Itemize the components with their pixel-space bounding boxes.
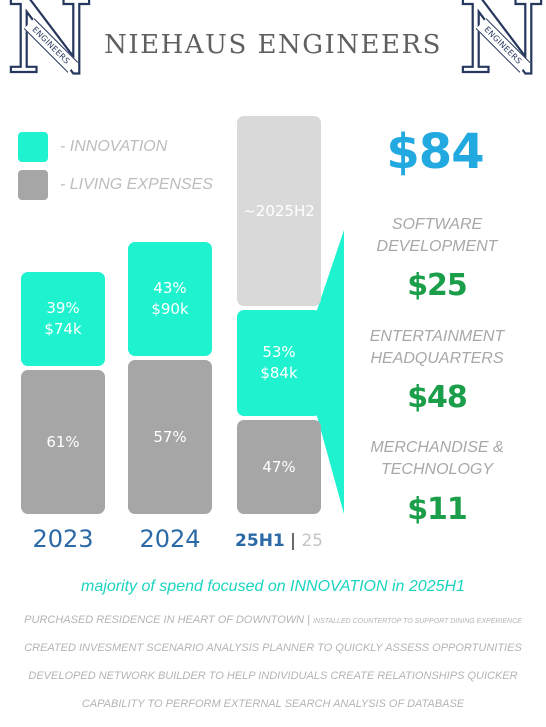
total-amount: $84 — [386, 124, 484, 180]
bar-innovation-label-25H1: 53% $84k — [237, 342, 321, 384]
legend-label: - LIVING EXPENSES — [60, 176, 213, 193]
bar-living-25H1 — [237, 420, 321, 514]
category-amount-software: $25 — [407, 268, 468, 303]
bar-projected-label: ~2025H2 — [237, 201, 321, 222]
bar-living-label-25H1: 47% — [237, 457, 321, 478]
bar-living-label-2024-line: 57% — [153, 427, 187, 446]
bar-innovation-label-2023-line: $74k — [44, 320, 82, 338]
category-label-software: SOFTWARE DEVELOPMENT — [376, 216, 498, 255]
bar-projected-label-line: ~2025H2 — [243, 201, 315, 220]
note-line-3: DEVELOPED NETWORK BUILDER TO HELP INDIVI… — [28, 670, 518, 682]
year-label-separator: | — [284, 531, 302, 551]
note-line-1-main: PURCHASED RESIDENCE IN HEART OF DOWNTOWN… — [24, 614, 314, 626]
year-label-25H1: 25H1 | 25 — [229, 531, 329, 551]
year-label-2024: 2024 — [139, 525, 201, 553]
logo-left: N ENGINEERS — [5, 0, 95, 89]
bar-living-label-2023: 61% — [21, 432, 105, 453]
bar-innovation-label-2024-line: 43% — [153, 279, 187, 297]
callout-wedge-shape — [317, 230, 344, 514]
note-line-1: PURCHASED RESIDENCE IN HEART OF DOWNTOWN… — [0, 614, 546, 626]
category-amount-entertainment: $48 — [407, 380, 468, 415]
bar-innovation-2023 — [21, 272, 105, 366]
summary-text: majority of spend focused on INNOVATION … — [81, 578, 465, 595]
bar-innovation-label-2024-line: $90k — [151, 300, 189, 318]
bar-living-2023 — [21, 370, 105, 514]
year-label-2023: 2023 — [32, 525, 94, 553]
page-title: NIEHAUS ENGINEERS — [104, 30, 442, 60]
year-label-suffix: 25 — [301, 531, 323, 551]
bar-innovation-label-25H1-line: $84k — [260, 364, 298, 382]
legend-swatch — [18, 170, 48, 200]
note-line-2: CREATED INVESMENT SCENARIO ANALYSIS PLAN… — [24, 642, 522, 654]
bar-innovation-2024 — [128, 242, 212, 356]
category-amount-merchandise: $11 — [407, 492, 468, 527]
logo-right: N ENGINEERS — [457, 0, 546, 89]
bar-innovation-label-2023-line: 39% — [46, 299, 80, 317]
note-line-1-small: INSTALLED COUNTERTOP TO SUPPORT DINING E… — [313, 618, 522, 625]
bar-living-2024 — [128, 360, 212, 514]
bar-innovation-25H1 — [237, 310, 321, 416]
bar-living-label-2023-line: 61% — [46, 432, 80, 451]
bar-projected-2025H2 — [237, 116, 321, 306]
note-line-4: CAPABILITY TO PERFORM EXTERNAL SEARCH AN… — [81, 698, 465, 710]
legend-swatch — [18, 132, 48, 162]
category-label-merchandise: MERCHANDISE & TECHNOLOGY — [370, 439, 504, 478]
category-label-entertainment: ENTERTAINMENT HEADQUARTERS — [369, 328, 505, 367]
bar-innovation-label-25H1-line: 53% — [262, 343, 296, 361]
bar-living-label-25H1-line: 47% — [262, 457, 296, 476]
year-label-main: 25H1 — [235, 531, 285, 551]
legend-label: - INNOVATION — [60, 138, 168, 155]
bar-living-label-2024: 57% — [128, 427, 212, 448]
bar-innovation-label-2024: 43% $90k — [128, 278, 212, 320]
bar-innovation-label-2023: 39% $74k — [21, 298, 105, 340]
